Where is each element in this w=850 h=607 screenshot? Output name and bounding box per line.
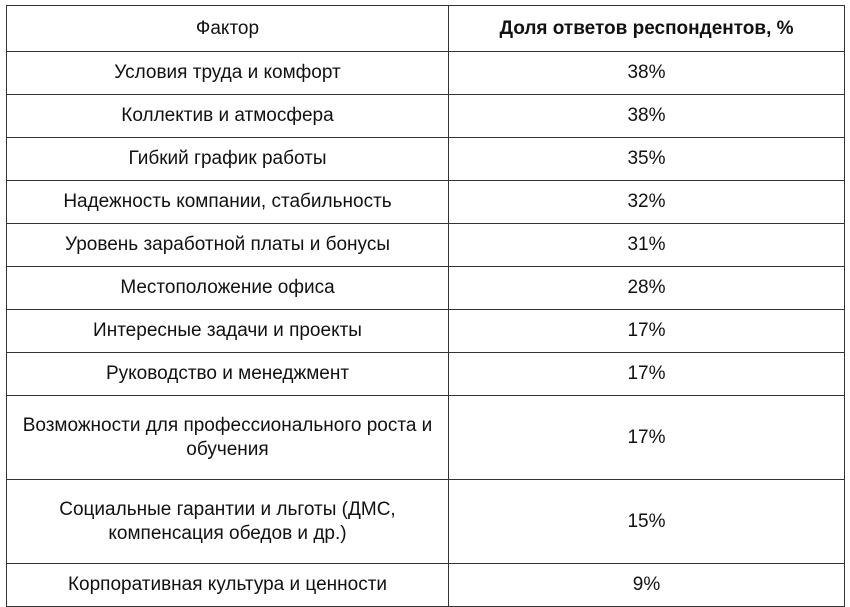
factor-cell: Корпоративная культура и ценности: [6, 563, 449, 607]
share-cell: 17%: [448, 395, 845, 480]
factor-cell: Надежность компании, стабильность: [6, 180, 449, 224]
share-cell: 32%: [448, 180, 845, 224]
factor-cell: Местоположение офиса: [6, 266, 449, 310]
factors-table: Фактор Доля ответов респондентов, % Усло…: [6, 5, 845, 607]
table-row: Руководство и менеджмент 17%: [6, 352, 845, 396]
table-row: Социальные гарантии и льготы (ДМС, компе…: [6, 479, 845, 564]
factor-cell: Интересные задачи и проекты: [6, 309, 449, 353]
factor-cell: Руководство и менеджмент: [6, 352, 449, 396]
table-row: Гибкий график работы 35%: [6, 137, 845, 181]
factor-cell: Возможности для профессионального роста …: [6, 395, 449, 480]
table-row: Условия труда и комфорт 38%: [6, 51, 845, 95]
factor-cell: Коллектив и атмосфера: [6, 94, 449, 138]
table-row: Интересные задачи и проекты 17%: [6, 309, 845, 353]
share-cell: 28%: [448, 266, 845, 310]
factor-cell: Гибкий график работы: [6, 137, 449, 181]
factors-table-container: Фактор Доля ответов респондентов, % Усло…: [6, 5, 845, 607]
table-row: Уровень заработной платы и бонусы 31%: [6, 223, 845, 267]
header-share: Доля ответов респондентов, %: [448, 5, 845, 52]
table-row: Местоположение офиса 28%: [6, 266, 845, 310]
share-cell: 17%: [448, 309, 845, 353]
factor-cell: Социальные гарантии и льготы (ДМС, компе…: [6, 479, 449, 564]
share-cell: 31%: [448, 223, 845, 267]
table-header-row: Фактор Доля ответов респондентов, %: [6, 5, 845, 52]
table-row: Возможности для профессионального роста …: [6, 395, 845, 480]
header-factor: Фактор: [6, 5, 449, 52]
table-row: Корпоративная культура и ценности 9%: [6, 563, 845, 607]
factor-cell: Уровень заработной платы и бонусы: [6, 223, 449, 267]
share-cell: 9%: [448, 563, 845, 607]
table-row: Коллектив и атмосфера 38%: [6, 94, 845, 138]
share-cell: 35%: [448, 137, 845, 181]
share-cell: 17%: [448, 352, 845, 396]
factor-cell: Условия труда и комфорт: [6, 51, 449, 95]
share-cell: 38%: [448, 51, 845, 95]
share-cell: 15%: [448, 479, 845, 564]
share-cell: 38%: [448, 94, 845, 138]
table-row: Надежность компании, стабильность 32%: [6, 180, 845, 224]
